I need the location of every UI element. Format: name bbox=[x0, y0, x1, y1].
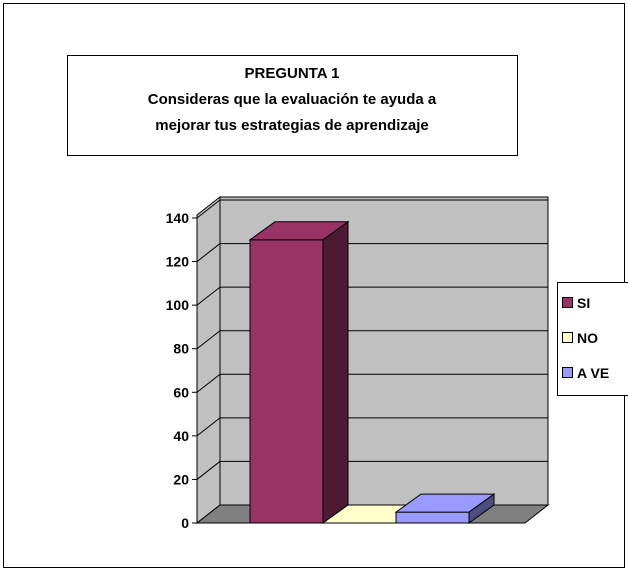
y-tick-label: 80 bbox=[173, 341, 189, 357]
y-tick-label: 100 bbox=[166, 297, 190, 313]
chart-title: mejorar tus estrategias de aprendizaje bbox=[155, 117, 428, 134]
y-tick-label: 140 bbox=[166, 210, 190, 226]
y-tick-label: 40 bbox=[173, 428, 189, 444]
bar bbox=[250, 240, 323, 523]
legend-swatch bbox=[563, 333, 573, 343]
chart-title: PREGUNTA 1 bbox=[244, 65, 339, 82]
y-tick-label: 120 bbox=[166, 254, 190, 270]
legend-swatch bbox=[563, 368, 573, 378]
legend-label: SI bbox=[577, 295, 590, 311]
legend-swatch bbox=[563, 298, 573, 308]
y-tick-label: 60 bbox=[173, 384, 189, 400]
legend-label: A VE bbox=[577, 365, 609, 381]
legend-label: NO bbox=[577, 330, 598, 346]
y-tick-label: 0 bbox=[181, 515, 189, 531]
bar-side bbox=[323, 222, 348, 523]
bar bbox=[396, 512, 469, 523]
chart-title: Consideras que la evaluación te ayuda a bbox=[148, 91, 437, 108]
y-tick-label: 20 bbox=[173, 471, 189, 487]
